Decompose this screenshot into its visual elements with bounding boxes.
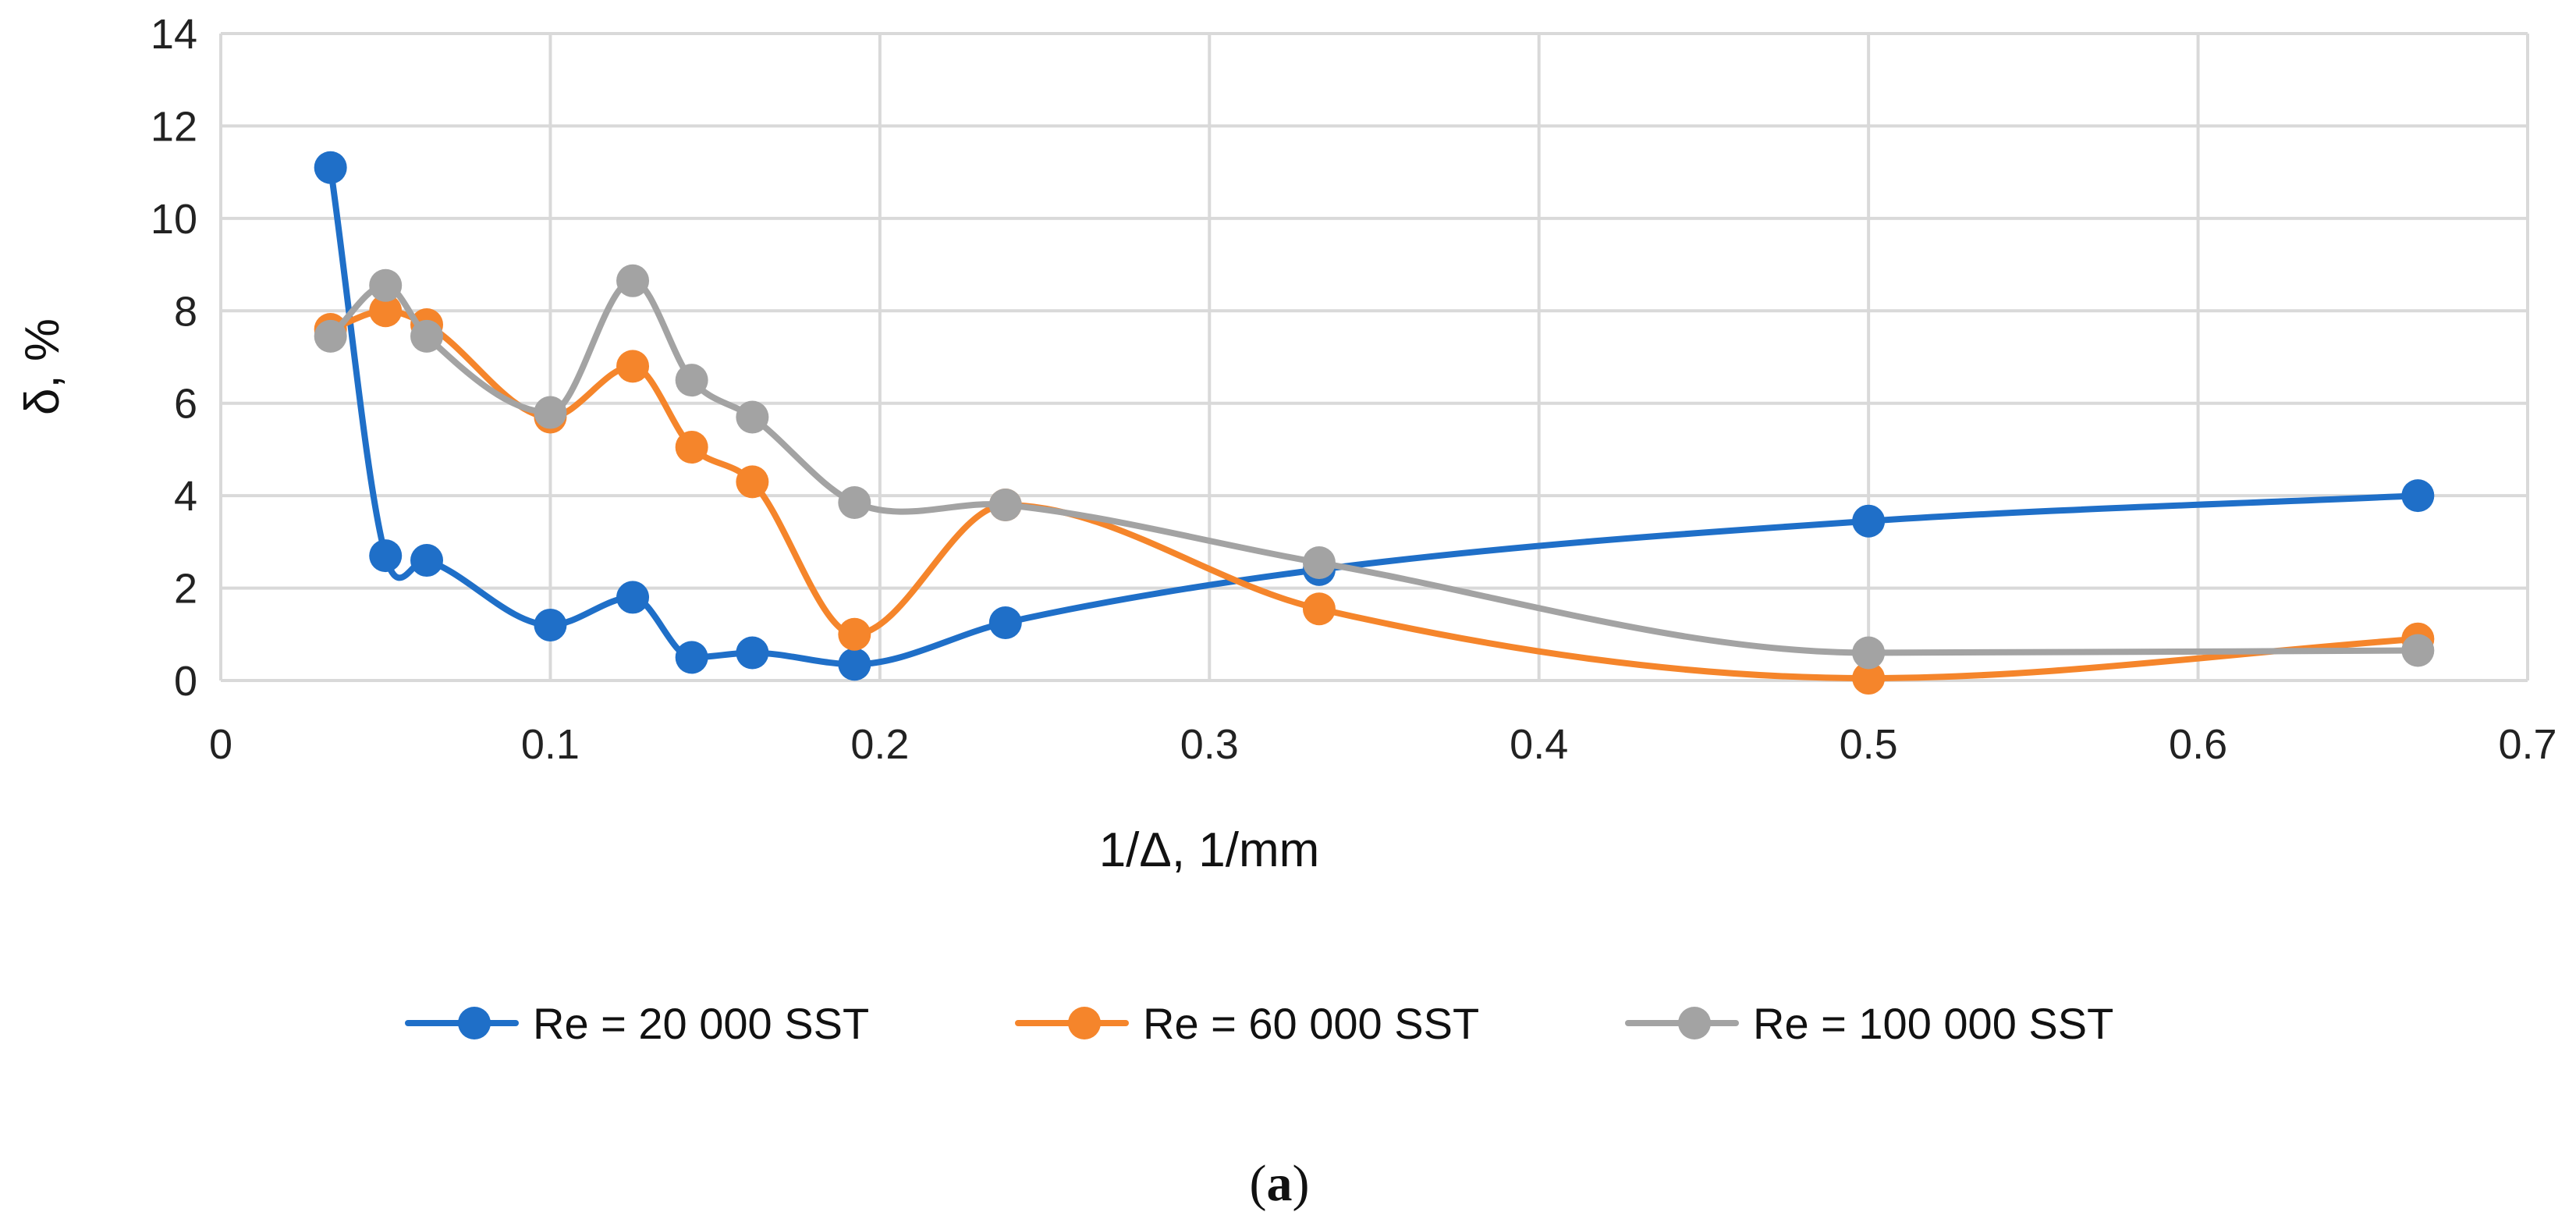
series-3-point <box>534 396 567 429</box>
y-tick-label: 4 <box>174 473 197 520</box>
legend-item: Re = 20 000 SST <box>405 999 869 1048</box>
series-1-point <box>616 581 650 614</box>
series-3-point <box>838 486 871 520</box>
series-1-point <box>314 151 347 184</box>
series-3 <box>314 264 2435 670</box>
y-tick-label: 10 <box>151 196 197 243</box>
y-tick-label: 0 <box>174 658 197 705</box>
series-2-point <box>616 350 650 383</box>
x-tick-label: 0.3 <box>1180 721 1239 768</box>
series-1-point <box>1852 504 1886 538</box>
y-tick-label: 14 <box>151 11 197 58</box>
series-2-point <box>675 430 708 464</box>
y-tick-label: 2 <box>174 566 197 613</box>
series-3-point <box>410 319 444 353</box>
series-3-point <box>616 264 650 297</box>
plot-area <box>314 151 2435 695</box>
grid-lines <box>219 32 2529 682</box>
x-tick-label: 0 <box>209 721 232 768</box>
x-tick-label: 0.7 <box>2498 721 2556 768</box>
legend-marker-swatch <box>1068 1007 1101 1039</box>
series-2-point <box>838 617 871 651</box>
y-axis-title: δ, % <box>16 318 69 415</box>
series-3-point <box>1852 636 1886 670</box>
series-1-point <box>988 606 1022 639</box>
figure-caption: (a) <box>1250 1155 1310 1212</box>
legend: Re = 20 000 SST Re = 60 000 SST Re = 100 0… <box>405 999 2113 1048</box>
series-1-line <box>327 164 2422 668</box>
legend-marker-swatch <box>458 1007 491 1039</box>
x-tick-label: 0.6 <box>2169 721 2227 768</box>
series-1-point <box>410 544 444 577</box>
x-tick-label: 0.5 <box>1840 721 1898 768</box>
legend-label: Re = 100 000 SST <box>1753 999 2113 1048</box>
series-1-point <box>2401 479 2435 513</box>
series-3-point <box>736 400 769 434</box>
legend-item: Re = 100 000 SST <box>1625 999 2113 1048</box>
legend-marker-swatch <box>1678 1007 1711 1039</box>
legend-label: Re = 20 000 SST <box>533 999 869 1048</box>
tick-labels: 0 2 4 6 8 10 12 14 0 0.1 0.2 0.3 0.4 0.5 0.6 0.7 <box>151 11 2557 768</box>
series-2-point <box>1852 662 1886 695</box>
caption-open-paren: ( <box>1250 1155 1267 1212</box>
x-tick-label: 0.2 <box>850 721 909 768</box>
series-3-point <box>314 319 347 353</box>
legend-item: Re = 60 000 SST <box>1015 999 1479 1048</box>
series-3-point <box>2401 634 2435 667</box>
y-tick-label: 6 <box>174 381 197 428</box>
series-1-point <box>736 636 769 670</box>
legend-label: Re = 60 000 SST <box>1143 999 1479 1048</box>
series-1-point <box>369 539 403 573</box>
y-tick-label: 12 <box>151 103 197 150</box>
x-tick-label: 0.1 <box>521 721 580 768</box>
series-1-point <box>838 648 871 681</box>
series-3-point <box>1302 546 1336 580</box>
caption-letter: a <box>1267 1155 1293 1212</box>
series-2-point <box>736 465 769 499</box>
series-3-point <box>369 268 403 302</box>
caption-close-paren: ) <box>1293 1155 1310 1212</box>
series-3-point <box>988 488 1022 521</box>
x-tick-label: 0.4 <box>1510 721 1568 768</box>
y-tick-label: 8 <box>174 288 197 335</box>
series-3-point <box>675 364 708 397</box>
series-1-point <box>534 608 567 641</box>
series-2-point <box>1302 592 1336 626</box>
series-1 <box>314 151 2435 681</box>
x-axis-title: 1/Δ, 1/mm <box>1099 823 1320 877</box>
series-1-point <box>675 641 708 674</box>
series-2-point <box>369 294 403 328</box>
